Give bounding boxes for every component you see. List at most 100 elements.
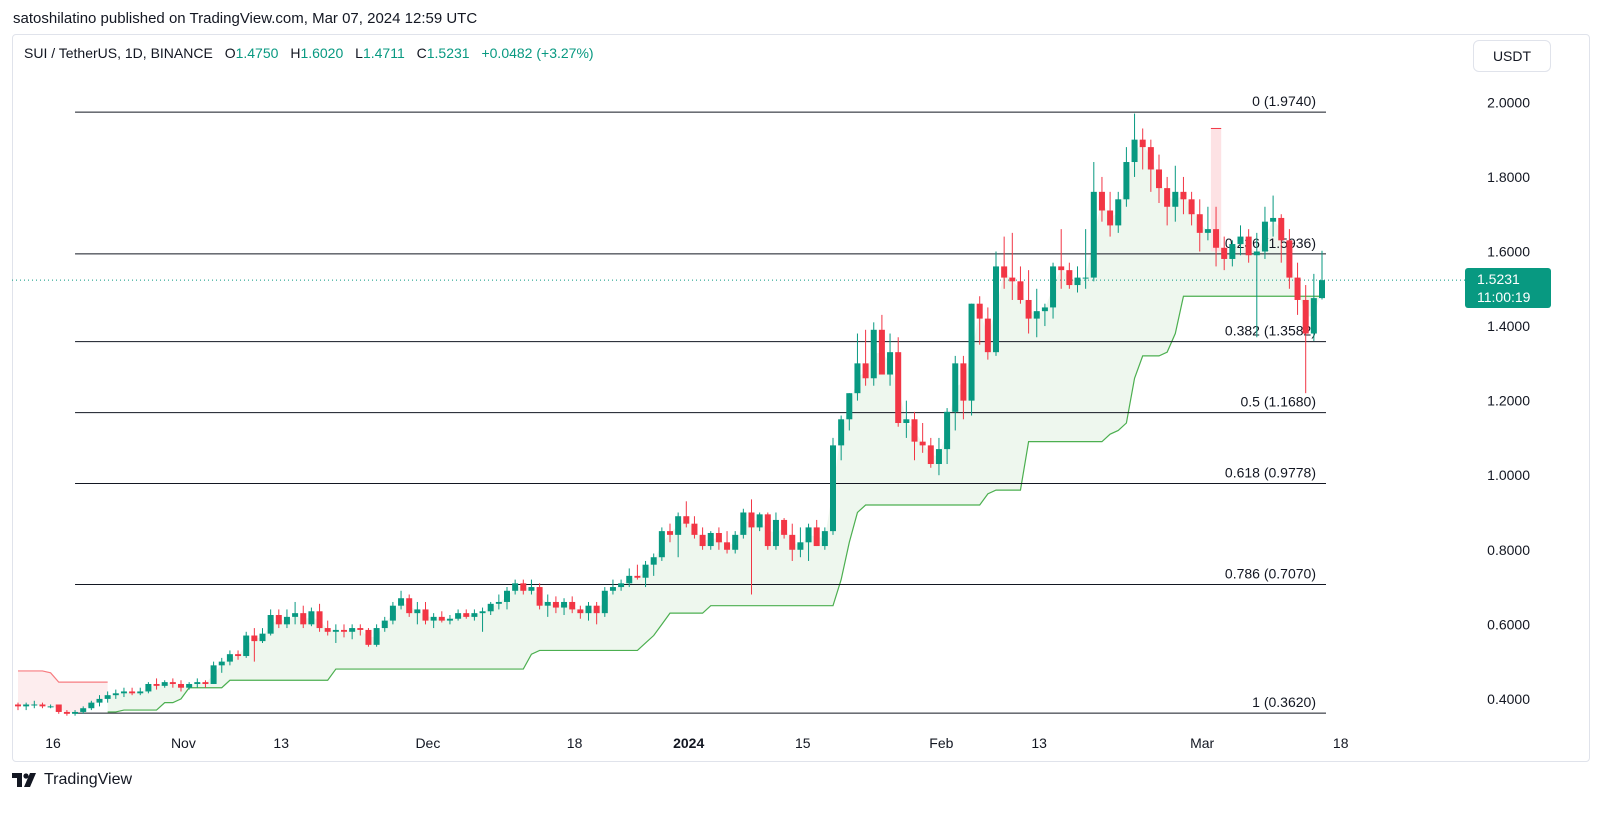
candle-body-up <box>821 531 828 547</box>
candle-body-down <box>634 575 641 578</box>
candle-body-down <box>862 363 869 379</box>
candle-body-down <box>438 616 445 621</box>
publisher-line: satoshilatino published on TradingView.c… <box>13 10 478 27</box>
candle-body-up <box>1204 229 1211 233</box>
candle-body-down <box>960 363 967 401</box>
candle-body-down <box>463 613 470 617</box>
candle-body-up <box>194 682 201 684</box>
candle-body-up <box>145 683 152 692</box>
candle-body-up <box>487 603 494 612</box>
y-axis-tick-label: 2.0000 <box>1487 94 1530 110</box>
candle-body-up <box>830 445 836 532</box>
candle-body-up <box>72 711 79 714</box>
candle-body-down <box>1221 247 1228 259</box>
candle-body-up <box>650 557 657 565</box>
candle-body-up <box>210 665 217 684</box>
candle-body-down <box>1139 139 1146 148</box>
candle-body-up <box>561 601 568 608</box>
candle-body-up <box>772 519 779 547</box>
candle-body-down <box>724 542 731 550</box>
tradingview-logo[interactable]: TradingView <box>12 771 132 789</box>
x-axis-tick-label: 16 <box>45 735 61 751</box>
candle-body-up <box>398 598 405 606</box>
candle-body-up <box>1131 139 1138 163</box>
candle-body-down <box>178 683 184 688</box>
bar-countdown: 11:00:19 <box>1477 289 1531 305</box>
candle-body-up <box>332 629 339 632</box>
candle-body-down <box>781 519 788 535</box>
candle-body-up <box>226 654 233 662</box>
x-axis-tick-label: Mar <box>1190 735 1214 751</box>
candle-body-down <box>1286 240 1293 278</box>
candle-body-down <box>683 516 690 524</box>
candle-body-down <box>1066 270 1073 286</box>
candle-body-up <box>1270 217 1277 222</box>
open-label: O <box>224 45 236 61</box>
low-label: L <box>355 45 363 61</box>
candle-body-up <box>585 605 592 614</box>
candle-body-up <box>504 590 510 602</box>
candle-body-down <box>976 303 983 319</box>
candle-body-up <box>120 691 127 694</box>
candle-body-up <box>887 352 894 375</box>
candle-body-down <box>1302 299 1309 334</box>
candle-body-up <box>430 616 437 621</box>
candle-body-up <box>1033 311 1040 319</box>
candle-body-up <box>283 616 290 625</box>
candle-body-up <box>756 514 763 528</box>
candle-body-up <box>1115 199 1122 226</box>
candle-body-up <box>854 363 861 394</box>
candle-body-down <box>691 523 698 535</box>
candle-body-up <box>1261 221 1268 252</box>
symbol-legend: SUI / TetherUS, 1D, BINANCE O1.4750 H1.6… <box>24 45 594 61</box>
high-label: H <box>290 45 301 61</box>
candle-body-up <box>626 575 633 584</box>
candle-body-down <box>911 419 918 442</box>
y-axis-tick-label: 0.4000 <box>1487 691 1530 707</box>
fib-level-label: 0 (1.9740) <box>1252 93 1316 109</box>
x-axis-tick-label: 2024 <box>673 735 704 751</box>
candle-body-up <box>1074 277 1081 286</box>
candle-body-up <box>381 620 388 629</box>
candle-body-down <box>15 704 21 707</box>
candle-body-up <box>47 706 54 708</box>
candle-body-down <box>129 691 136 694</box>
y-axis-tick-label: 1.2000 <box>1487 393 1530 409</box>
candle-body-up <box>1310 298 1317 334</box>
candle-body-down <box>536 587 543 606</box>
fib-level-label: 0.5 (1.1680) <box>1241 394 1317 410</box>
y-axis-tick-label: 1.8000 <box>1487 169 1530 185</box>
change-value: +0.0482 (+3.27%) <box>481 45 594 61</box>
y-axis-tick-label: 1.0000 <box>1487 467 1530 483</box>
candle-body-up <box>455 613 462 619</box>
candle-body-up <box>935 449 942 465</box>
candle-body-down <box>39 704 46 707</box>
candle-body-down <box>1098 191 1105 211</box>
candle-body-down <box>357 628 364 630</box>
candle-body-down <box>63 711 70 714</box>
candle-body-up <box>137 691 144 694</box>
candle-body-down <box>316 611 323 629</box>
candle-body-down <box>422 609 429 621</box>
candle-body-down <box>919 441 926 446</box>
tradingview-logo-icon <box>12 773 36 787</box>
candle-body-up <box>88 702 95 709</box>
candle-body-up <box>104 695 111 699</box>
candle-body-down <box>1294 277 1301 300</box>
candle-body-down <box>715 532 722 543</box>
candle-body-up <box>267 615 274 634</box>
symbol-name[interactable]: SUI / TetherUS, 1D, BINANCE <box>24 45 213 61</box>
candle-body-up <box>609 587 616 591</box>
candle-body-down <box>1245 236 1252 256</box>
candle-body-up <box>1253 251 1260 256</box>
candle-body-up <box>349 628 356 632</box>
currency-button[interactable]: USDT <box>1473 40 1551 72</box>
candle-body-up <box>471 613 478 617</box>
candle-body-down <box>1017 281 1024 300</box>
candle-body-up <box>797 542 804 550</box>
candle-body-up <box>161 682 168 686</box>
candle-body-down <box>1196 214 1203 233</box>
candle-body-up <box>658 531 665 558</box>
x-axis-tick-label: 13 <box>1031 735 1047 751</box>
